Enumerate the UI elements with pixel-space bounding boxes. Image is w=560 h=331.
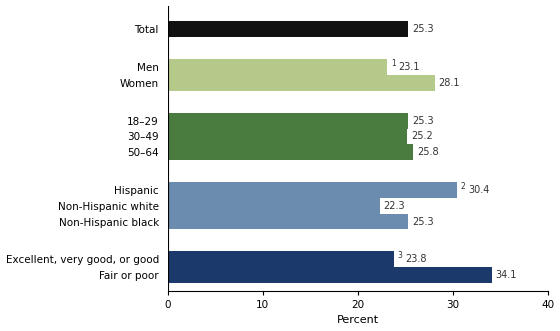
Text: 23.8: 23.8 (405, 254, 427, 264)
Text: 30.4: 30.4 (468, 185, 489, 195)
Text: 28.1: 28.1 (438, 78, 460, 88)
Text: 23.1: 23.1 (399, 62, 420, 72)
Text: 1: 1 (391, 59, 396, 68)
Bar (168, 144, 413, 160)
Bar (168, 113, 408, 128)
Bar (168, 21, 408, 37)
Text: 34.1: 34.1 (496, 270, 517, 280)
Bar (168, 59, 388, 75)
Bar (168, 198, 380, 213)
Bar (168, 75, 435, 91)
Bar (168, 252, 394, 267)
Text: 25.3: 25.3 (412, 216, 433, 226)
Text: 25.3: 25.3 (412, 24, 433, 34)
Text: 3: 3 (398, 251, 403, 260)
Text: 25.2: 25.2 (411, 131, 433, 141)
Text: 2: 2 (460, 181, 465, 191)
Bar (168, 213, 408, 229)
Text: 25.8: 25.8 (417, 147, 438, 157)
Bar (168, 128, 407, 144)
Bar (168, 182, 456, 198)
Bar (168, 267, 492, 283)
Text: 22.3: 22.3 (384, 201, 405, 211)
Text: 25.3: 25.3 (412, 116, 433, 126)
X-axis label: Percent: Percent (337, 315, 379, 325)
